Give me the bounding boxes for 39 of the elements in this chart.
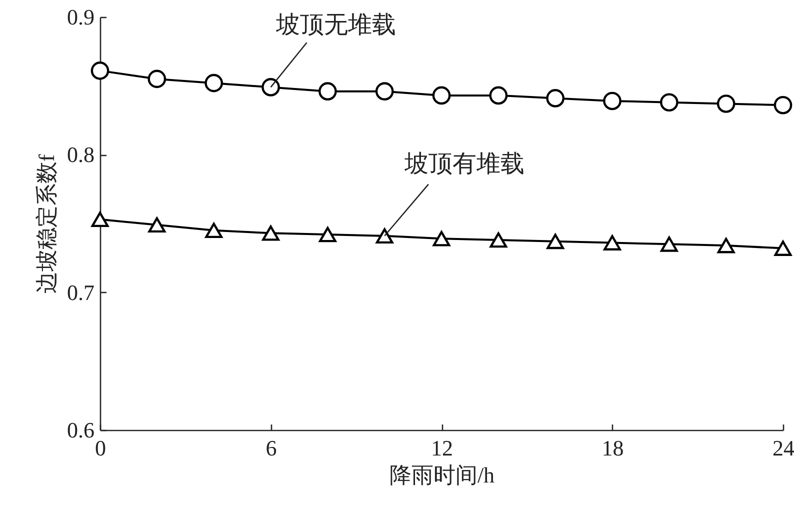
point [262, 78, 280, 96]
x-tick-label: 6 [266, 436, 277, 460]
point [432, 230, 450, 246]
point [603, 92, 622, 110]
y-tick-label: 0.8 [67, 142, 94, 168]
point [90, 62, 110, 80]
x-axis-title: 降雨时间/h [389, 462, 495, 488]
x-tick-label: 24 [772, 436, 794, 460]
point [148, 217, 166, 233]
point [91, 212, 109, 228]
point [375, 82, 394, 100]
point [546, 89, 564, 108]
y-tick-label: 0.7 [67, 280, 94, 305]
y-axis-title: 边坡稳定系数f [34, 154, 59, 294]
point [318, 226, 336, 242]
point [546, 234, 564, 250]
point [376, 228, 394, 244]
point [432, 86, 451, 105]
point [774, 96, 792, 114]
point [660, 236, 678, 252]
point [660, 93, 678, 112]
y-tick-label: 0.9 [67, 4, 94, 30]
x-tick-label: 18 [602, 436, 624, 460]
point [489, 86, 508, 105]
y-tick-label: 0.6 [67, 418, 94, 442]
point [318, 82, 337, 100]
point [148, 70, 166, 88]
point [604, 235, 621, 250]
point [204, 74, 223, 92]
point [205, 222, 223, 238]
x-tick-label: 0 [95, 436, 106, 460]
series-label: 坡顶无堆载 [275, 12, 396, 38]
point [716, 94, 736, 113]
point [774, 240, 792, 256]
point [262, 225, 280, 241]
point [717, 238, 735, 254]
x-tick-label: 12 [431, 436, 453, 460]
point [490, 232, 508, 248]
text: 坡顶有堆载 [403, 151, 524, 178]
